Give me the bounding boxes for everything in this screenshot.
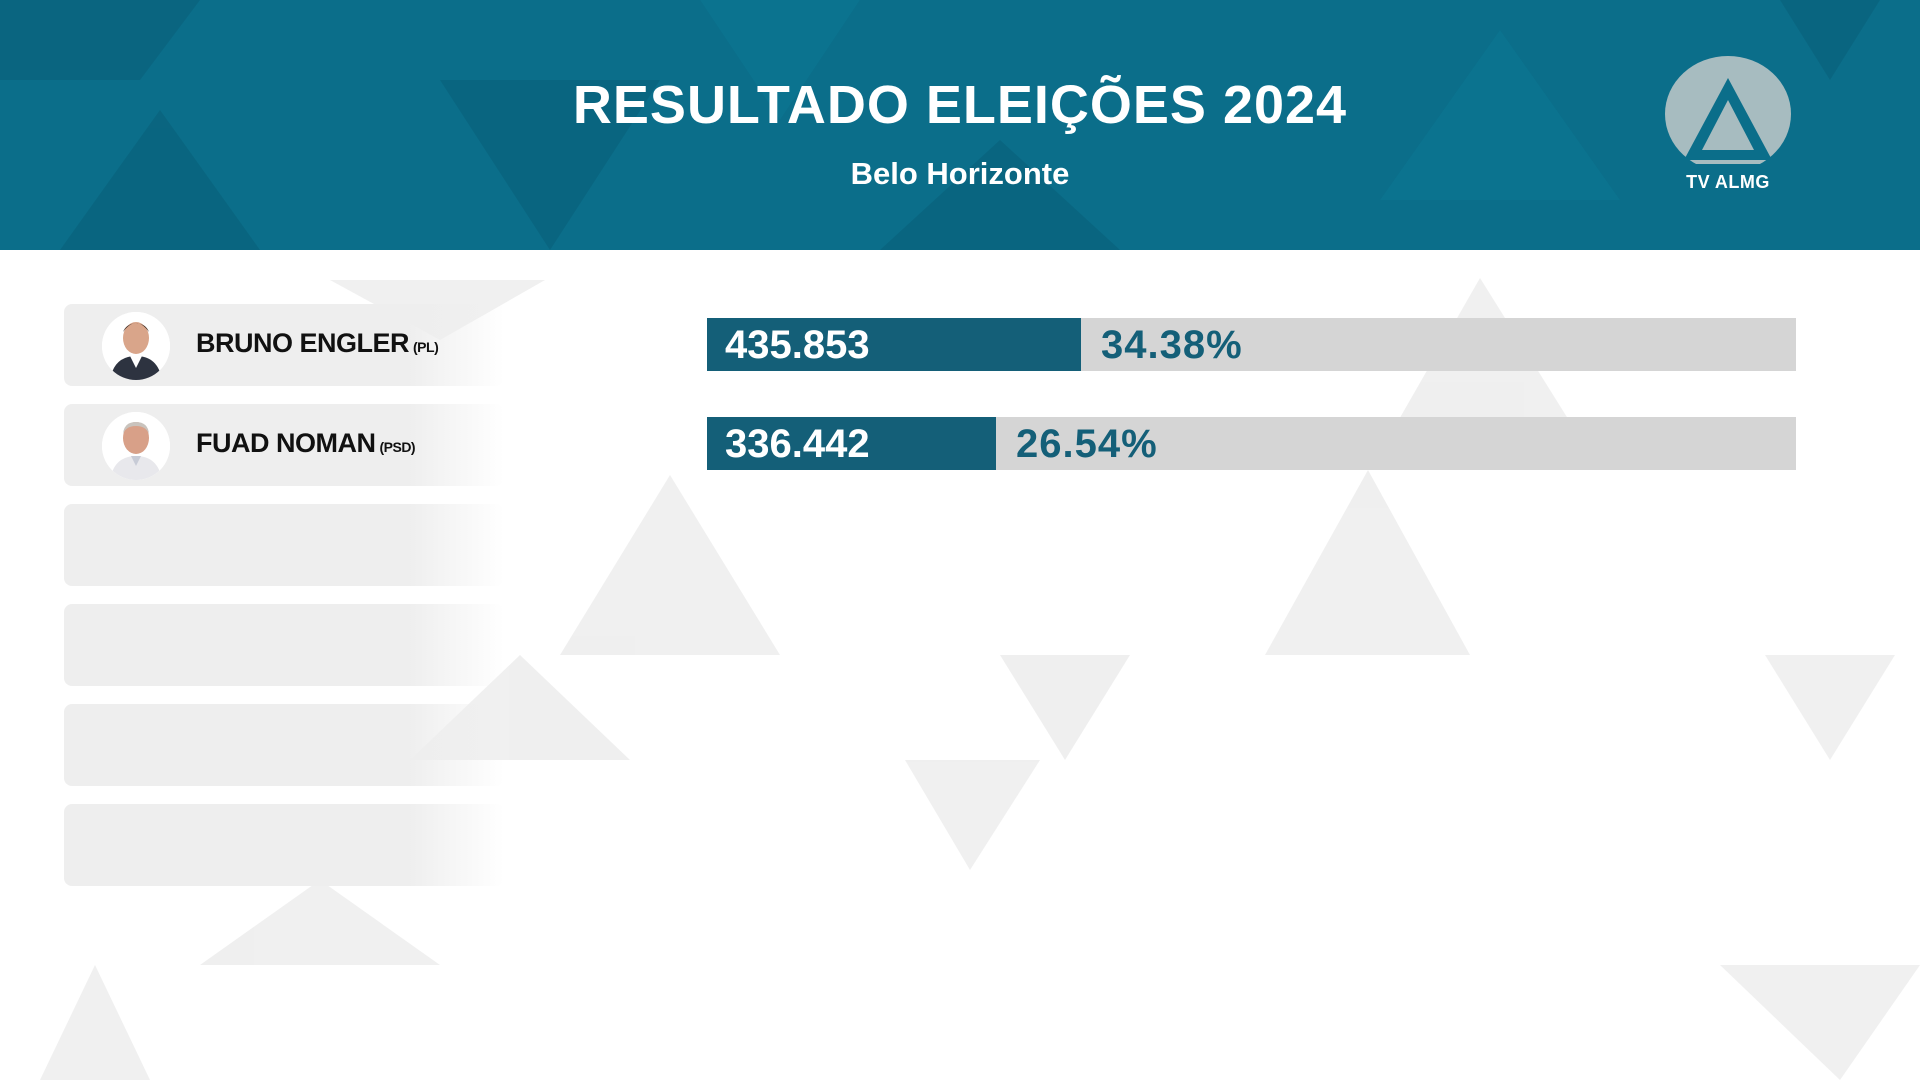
candidate-photo (102, 412, 170, 480)
vote-count-label: 435.853 (725, 323, 870, 367)
candidate-name-text: BRUNO ENGLER (196, 328, 410, 358)
empty-candidate-slot (64, 804, 504, 886)
page-subtitle: Belo Horizonte (850, 156, 1070, 191)
result-bar-fill: 336.442 (707, 417, 996, 470)
person-avatar-icon (102, 412, 170, 480)
logo-label: TV ALMG (1686, 172, 1770, 192)
empty-candidate-slot (64, 604, 504, 686)
candidate-name: FUAD NOMAN (PSD) (196, 428, 416, 459)
candidate-name-text: FUAD NOMAN (196, 428, 376, 458)
result-bar-fill: 435.853 (707, 318, 1081, 371)
candidate-party: (PSD) (379, 439, 416, 455)
candidate-party: (PL) (413, 339, 439, 355)
vote-count-label: 336.442 (725, 422, 870, 466)
percent-label: 26.54% (1016, 422, 1158, 466)
page-title: RESULTADO ELEIÇÕES 2024 (572, 75, 1348, 135)
person-avatar-icon (102, 312, 170, 380)
candidate-card: BRUNO ENGLER (PL) (64, 304, 504, 386)
result-bar-track: 435.853 34.38% (707, 318, 1796, 371)
result-bar-track: 336.442 26.54% (707, 417, 1796, 470)
candidate-name: BRUNO ENGLER (PL) (196, 328, 439, 359)
candidate-card: FUAD NOMAN (PSD) (64, 404, 504, 486)
header-pattern (0, 0, 1880, 250)
percent-label: 34.38% (1101, 323, 1243, 367)
tv-almg-logo: TV ALMG (1660, 56, 1791, 196)
empty-candidate-slot (64, 504, 504, 586)
tv-almg-logo-icon (1665, 56, 1791, 164)
empty-candidate-slot (64, 704, 504, 786)
candidate-photo (102, 312, 170, 380)
header-banner: RESULTADO ELEIÇÕES 2024 Belo Horizonte T… (0, 0, 1920, 250)
